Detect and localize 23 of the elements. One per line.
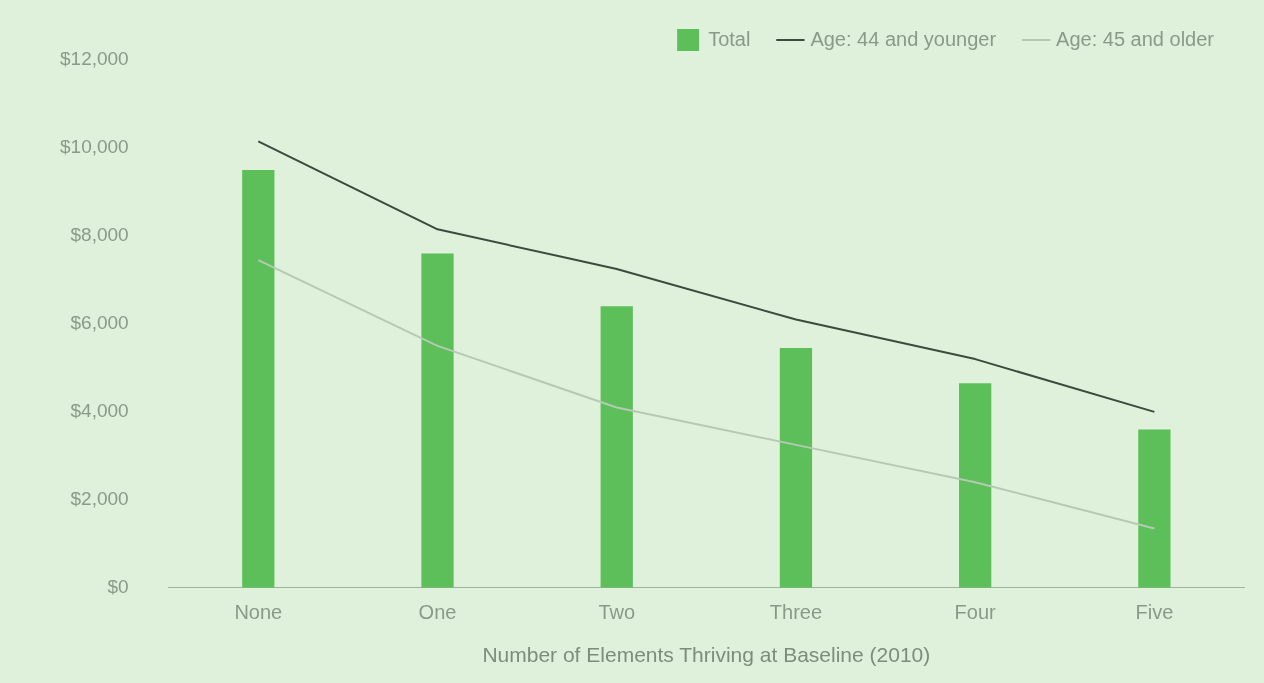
legend-label: Age: 44 and younger bbox=[810, 27, 997, 50]
y-tick-label: $8,000 bbox=[70, 224, 129, 246]
y-tick-label: $2,000 bbox=[70, 488, 129, 510]
bar bbox=[421, 253, 454, 588]
legend-label: Total bbox=[708, 27, 751, 50]
y-tick-label: $12,000 bbox=[59, 48, 129, 70]
x-tick-label: Two bbox=[598, 601, 636, 624]
x-tick-label: None bbox=[234, 601, 283, 624]
bar bbox=[242, 169, 275, 588]
y-tick-label: $10,000 bbox=[59, 136, 129, 158]
x-tick-label: Three bbox=[769, 601, 823, 624]
legend-label: Age: 45 and older bbox=[1056, 27, 1215, 50]
x-axis-title: Number of Elements Thriving at Baseline (2010) bbox=[482, 643, 931, 667]
bar bbox=[959, 383, 992, 588]
x-tick-label: One bbox=[418, 601, 457, 624]
y-tick-label: $0 bbox=[107, 576, 129, 598]
x-tick-label: Four bbox=[954, 601, 997, 624]
bar bbox=[779, 348, 813, 588]
x-tick-label: Five bbox=[1135, 601, 1174, 624]
y-tick-label: $6,000 bbox=[70, 312, 129, 334]
bar bbox=[1138, 429, 1171, 588]
y-tick-label: $4,000 bbox=[70, 400, 129, 422]
bar bbox=[600, 306, 633, 588]
